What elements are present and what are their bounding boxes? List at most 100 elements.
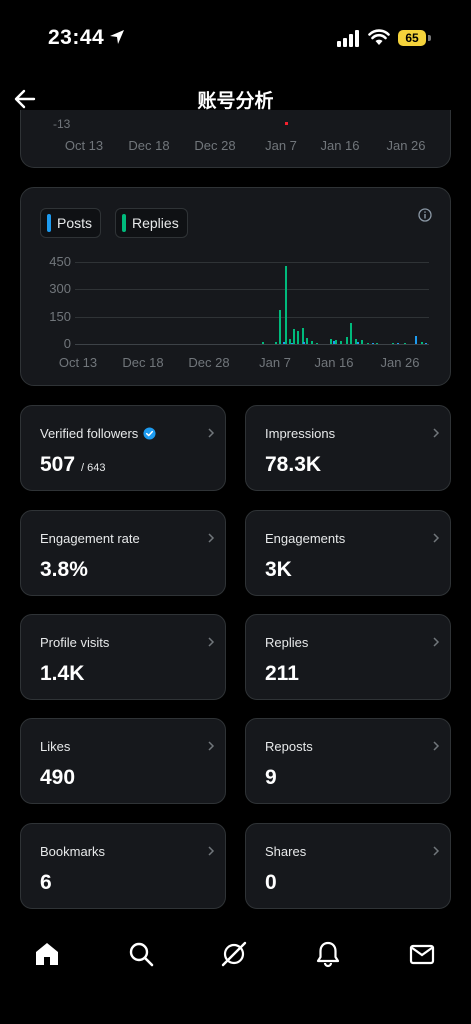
chart-bar-replies — [375, 342, 378, 344]
legend-label: Posts — [57, 215, 93, 231]
chart-bar-replies — [261, 342, 264, 344]
legend-replies[interactable]: Replies — [115, 208, 188, 238]
signal-icon — [337, 30, 359, 47]
chart-bar-posts — [397, 343, 400, 344]
messages-icon[interactable] — [408, 940, 436, 968]
chevron-right-icon — [433, 846, 440, 856]
x-tick-label: Dec 28 — [194, 138, 236, 153]
metric-bookmarks[interactable]: Bookmarks 6 — [20, 823, 226, 909]
metric-label: Engagements — [265, 531, 346, 546]
legend-label: Replies — [132, 215, 179, 231]
x-tick-label: Dec 18 — [128, 138, 170, 153]
page-title: 账号分析 — [197, 91, 274, 112]
x-axis-baseline — [75, 344, 429, 345]
metric-profile-visits[interactable]: Profile visits 1.4K — [20, 614, 226, 700]
legend-posts[interactable]: Posts — [40, 208, 102, 238]
status-bar: 23:44 65 — [0, 0, 471, 80]
chevron-right-icon — [433, 533, 440, 543]
home-icon[interactable] — [33, 940, 61, 968]
battery-tip — [428, 35, 431, 41]
battery-level: 65 — [398, 30, 426, 46]
chart-bar-replies — [288, 338, 291, 344]
status-time: 23:44 — [48, 26, 105, 49]
location-arrow-icon — [110, 30, 124, 44]
search-icon[interactable] — [127, 940, 155, 968]
chart-bar-replies — [275, 341, 277, 344]
metric-label: Likes — [40, 739, 71, 754]
x-tick-label: Dec 18 — [122, 355, 164, 370]
chevron-right-icon — [433, 428, 440, 438]
grok-icon[interactable] — [220, 940, 248, 968]
metric-label-text: Verified followers — [40, 426, 139, 441]
metric-value: 3.8% — [40, 558, 88, 581]
chevron-right-icon — [433, 741, 440, 751]
chart-bar-replies — [297, 331, 300, 344]
y-tick-label: -13 — [53, 117, 71, 131]
metric-reposts[interactable]: Reposts 9 — [245, 718, 451, 804]
metric-value: 507 / 643 — [40, 453, 106, 477]
chart-bar-replies — [349, 323, 352, 344]
metric-value-text: 507 — [40, 453, 76, 476]
metric-label: Reposts — [265, 739, 313, 754]
metric-label: Bookmarks — [40, 844, 106, 859]
verified-badge-icon — [143, 427, 156, 440]
x-tick-label: Jan 26 — [380, 355, 420, 370]
chart-bar-replies — [366, 342, 369, 344]
x-tick-label: Jan 7 — [265, 138, 297, 153]
chart-bar-replies — [292, 328, 295, 344]
y-tick-label: 0 — [63, 336, 71, 351]
metric-label: Replies — [265, 635, 309, 650]
metric-value: 1.4K — [40, 662, 85, 685]
metric-verified-followers[interactable]: Verified followers 507 / 643 — [20, 405, 226, 491]
metric-subvalue: / 643 — [81, 462, 106, 474]
metric-engagements[interactable]: Engagements 3K — [245, 510, 451, 596]
chart-bar-replies — [354, 339, 357, 344]
header: 账号分析 — [0, 80, 471, 120]
chevron-right-icon — [208, 637, 215, 647]
x-tick-label: Oct 13 — [64, 138, 104, 153]
metric-value: 211 — [265, 662, 299, 685]
metric-engagement-rate[interactable]: Engagement rate 3.8% — [20, 510, 226, 596]
x-tick-label: Jan 16 — [320, 138, 360, 153]
chart-bar-replies — [391, 342, 394, 344]
chart-bar-replies — [311, 341, 314, 344]
chart-bar-replies — [278, 310, 281, 344]
chevron-right-icon — [208, 533, 215, 543]
chart-bar-replies — [284, 265, 287, 344]
chart-bar-posts — [282, 341, 285, 344]
metric-impressions[interactable]: Impressions 78.3K — [245, 405, 451, 491]
legend-swatch — [122, 214, 126, 232]
chart-bar-replies — [301, 327, 304, 344]
gridline — [75, 262, 429, 263]
metric-likes[interactable]: Likes 490 — [20, 718, 226, 804]
gridline — [75, 317, 429, 318]
chart-bar-replies — [420, 342, 423, 344]
metric-value: 9 — [265, 766, 277, 789]
back-arrow-icon[interactable] — [12, 86, 38, 112]
legend-swatch — [47, 214, 51, 232]
metric-value: 490 — [40, 766, 76, 789]
info-icon[interactable] — [418, 208, 432, 222]
chart-bar-replies — [315, 342, 318, 344]
metric-label: Verified followers — [40, 426, 156, 441]
chevron-right-icon — [208, 428, 215, 438]
x-tick-label: Jan 7 — [259, 355, 291, 370]
metric-shares[interactable]: Shares 0 — [245, 823, 451, 909]
x-tick-label: Jan 16 — [314, 355, 354, 370]
metric-value: 78.3K — [265, 453, 322, 476]
chart-bar-posts — [414, 335, 417, 344]
chevron-right-icon — [208, 741, 215, 751]
metric-replies[interactable]: Replies 211 — [245, 614, 451, 700]
metric-value: 0 — [265, 871, 277, 894]
wifi-icon — [368, 29, 390, 45]
chart-bar-posts — [372, 342, 375, 344]
notifications-icon[interactable] — [314, 940, 342, 968]
chart-bar-replies — [345, 336, 348, 344]
x-tick-label: Oct 13 — [58, 355, 98, 370]
y-tick-label: 450 — [49, 254, 71, 269]
x-tick-label: Jan 26 — [386, 138, 426, 153]
metric-value: 3K — [265, 558, 292, 581]
follower-chart-card: -13 Oct 13 Dec 18 Dec 28 Jan 7 Jan 16 Ja… — [20, 110, 451, 168]
chart-bar-replies — [335, 340, 338, 344]
metric-label: Shares — [265, 844, 307, 859]
